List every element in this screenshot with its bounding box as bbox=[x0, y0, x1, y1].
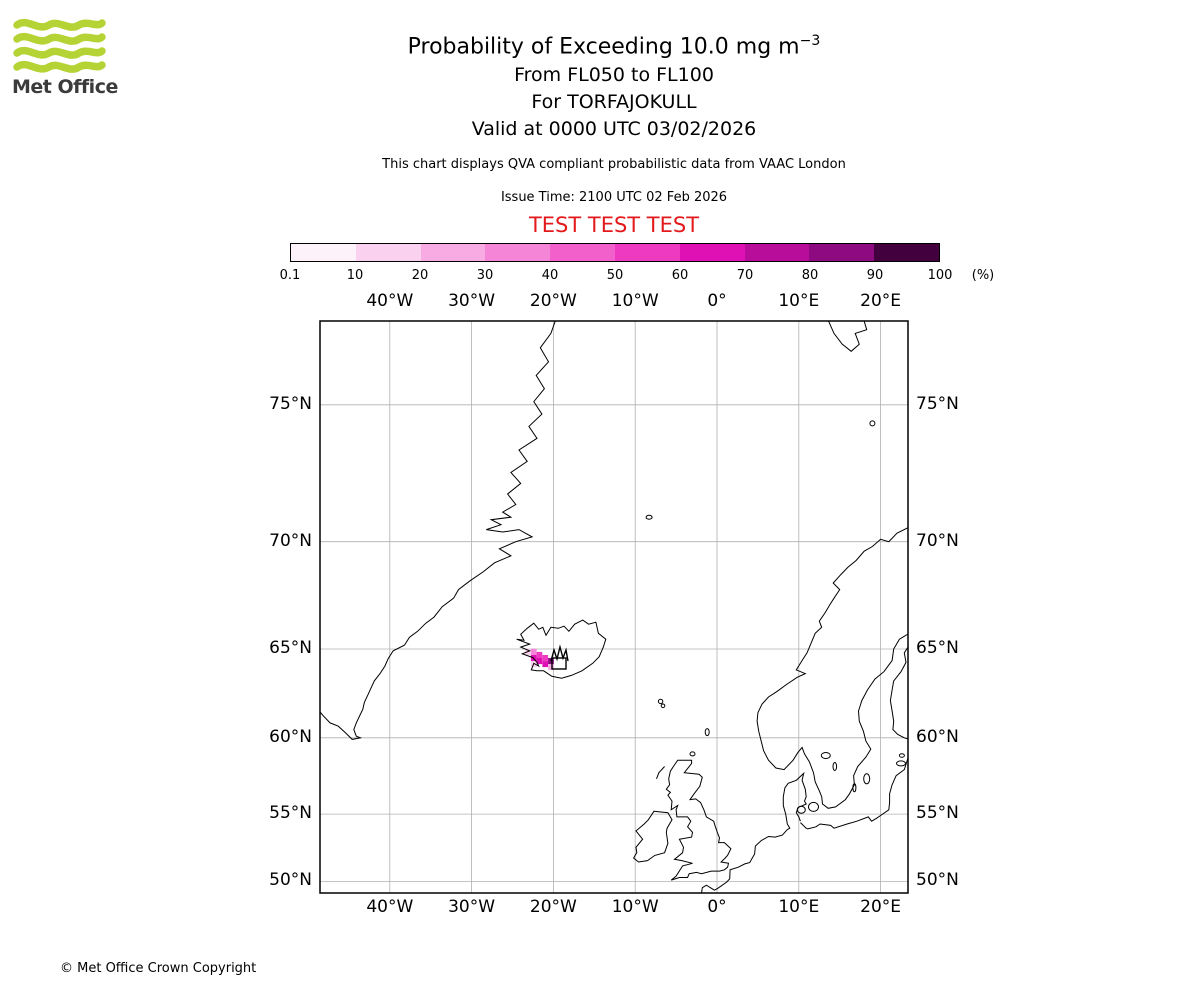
coastline bbox=[756, 527, 908, 809]
island-outline bbox=[832, 762, 838, 771]
island-outline bbox=[704, 728, 710, 737]
coastline bbox=[800, 756, 908, 830]
island-outline bbox=[657, 698, 664, 705]
met-office-logo: Met Office bbox=[12, 16, 132, 98]
chart-header: Probability of Exceeding 10.0 mg m−3 Fro… bbox=[28, 26, 1200, 238]
island-outline bbox=[869, 420, 876, 427]
issue-time: Issue Time: 2100 UTC 02 Feb 2026 bbox=[500, 190, 728, 206]
colorbar-segment bbox=[874, 244, 939, 261]
chart-description: This chart displays QVA compliant probab… bbox=[382, 157, 846, 173]
subtitle-flight-levels: From FL050 to FL100 bbox=[514, 64, 714, 87]
coastline bbox=[320, 321, 556, 740]
colorbar-segment bbox=[550, 244, 615, 261]
colorbar-scale bbox=[290, 243, 940, 262]
coastline bbox=[701, 771, 807, 893]
ash-contour-box bbox=[551, 657, 567, 670]
colorbar-tick-label: 70 bbox=[736, 268, 754, 283]
colorbar-tick-label: 50 bbox=[606, 268, 624, 283]
ash-contour bbox=[550, 644, 569, 662]
colorbar-tick-label: 10 bbox=[346, 268, 364, 283]
met-office-logo-text: Met Office bbox=[12, 76, 118, 98]
island-outline bbox=[898, 753, 905, 758]
ash-cell bbox=[542, 655, 549, 662]
coastline bbox=[889, 646, 908, 740]
ash-cell bbox=[542, 661, 549, 668]
colorbar-tick-label: 0.1 bbox=[279, 268, 301, 283]
colorbar-segment bbox=[420, 244, 486, 261]
island-outline bbox=[796, 805, 806, 814]
colorbar-segment bbox=[744, 244, 810, 261]
subtitle-valid-time: Valid at 0000 UTC 03/02/2026 bbox=[471, 118, 757, 141]
colorbar-segment bbox=[809, 244, 875, 261]
ash-cell bbox=[548, 658, 554, 665]
colorbar-segment bbox=[355, 244, 421, 261]
test-banner: TEST TEST TEST bbox=[528, 213, 700, 238]
colorbar-segment bbox=[291, 244, 356, 261]
colorbar: 0.1 10 20 30 40 50 60 70 80 90 100 (%) bbox=[280, 243, 994, 283]
colorbar-tick-label: 20 bbox=[411, 268, 429, 283]
ash-cell bbox=[536, 658, 543, 665]
colorbar-segment bbox=[679, 244, 745, 261]
coastline bbox=[827, 321, 868, 352]
met-office-waves-icon bbox=[13, 18, 106, 73]
colorbar-segment bbox=[614, 244, 680, 261]
coastline bbox=[665, 759, 732, 881]
colorbar-tick-label: 40 bbox=[541, 268, 559, 283]
ash-cell bbox=[548, 664, 554, 671]
ash-cell bbox=[536, 651, 543, 658]
colorbar-tick-label: 30 bbox=[476, 268, 494, 283]
island-outline bbox=[808, 801, 819, 812]
chart-title-main: Probability of Exceeding 10.0 mg m bbox=[407, 34, 800, 60]
colorbar-tick-label: 60 bbox=[671, 268, 689, 283]
island-outline bbox=[863, 773, 871, 785]
island-outline bbox=[689, 751, 696, 757]
colorbar-segment bbox=[485, 244, 551, 261]
coastline bbox=[516, 619, 607, 679]
island-outline bbox=[852, 783, 857, 793]
colorbar-tick-label: 80 bbox=[801, 268, 819, 283]
island-outline bbox=[645, 514, 653, 520]
coastline bbox=[632, 810, 673, 863]
colorbar-unit-label: (%) bbox=[971, 268, 995, 283]
coastline bbox=[656, 766, 665, 779]
copyright: © Met Office Crown Copyright bbox=[60, 961, 257, 976]
island-outline bbox=[896, 760, 906, 767]
chart-title-exponent: −3 bbox=[799, 33, 821, 49]
colorbar-tick-label: 100 bbox=[927, 268, 953, 283]
island-outline bbox=[660, 703, 666, 709]
ash-cell bbox=[530, 648, 537, 655]
island-outline bbox=[820, 752, 831, 759]
chart-title: Probability of Exceeding 10.0 mg m−3 bbox=[28, 26, 1200, 62]
colorbar-tick-label: 90 bbox=[866, 268, 884, 283]
map-border bbox=[319, 320, 909, 894]
subtitle-volcano: For TORFAJOKULL bbox=[531, 91, 697, 114]
